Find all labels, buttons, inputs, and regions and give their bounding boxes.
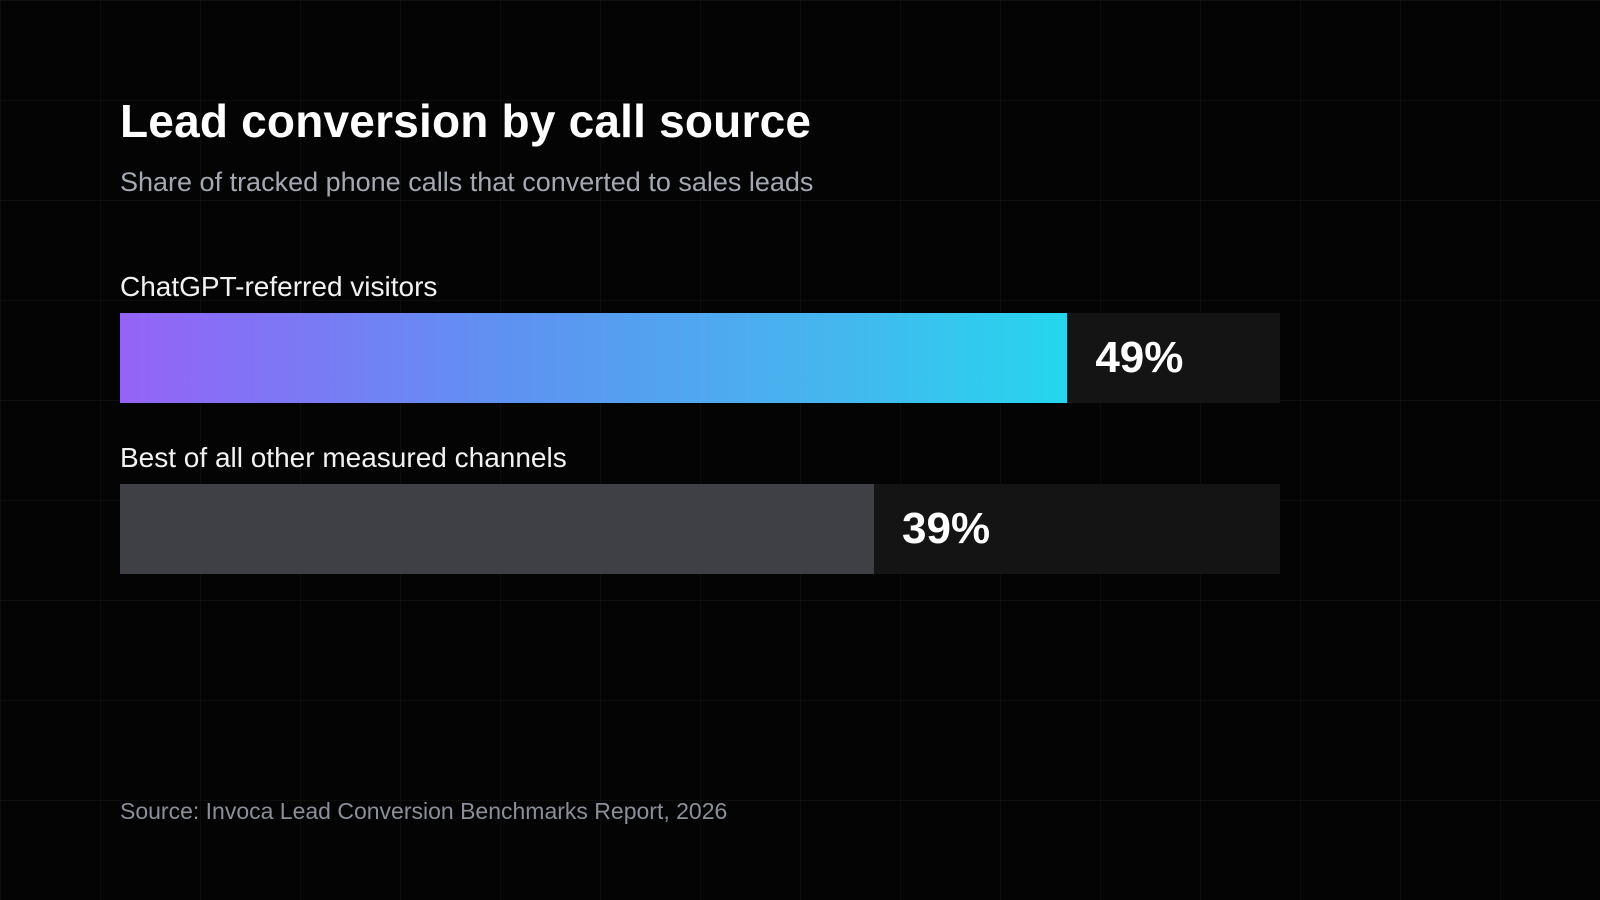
bar-label-chatgpt: ChatGPT-referred visitors <box>120 271 438 302</box>
bar-track-other-channels: 39% <box>120 484 1280 574</box>
bar-value-other-channels: 39% <box>902 504 991 553</box>
bar-fill-other-channels <box>120 484 874 574</box>
bar-row-other-channels: Best of all other measured channels 39% <box>120 444 1280 574</box>
bar-fill-chatgpt <box>120 313 1068 403</box>
bar-label-other-channels: Best of all other measured channels <box>120 442 567 473</box>
chart-title: Lead conversion by call source <box>120 95 812 147</box>
bar-track-chatgpt: 49% <box>120 313 1280 403</box>
bar-row-chatgpt: ChatGPT-referred visitors 49% <box>120 273 1280 403</box>
chart-subtitle: Share of tracked phone calls that conver… <box>120 167 814 197</box>
bar-value-chatgpt: 49% <box>1095 333 1184 382</box>
source-note: Source: Invoca Lead Conversion Benchmark… <box>120 798 728 824</box>
